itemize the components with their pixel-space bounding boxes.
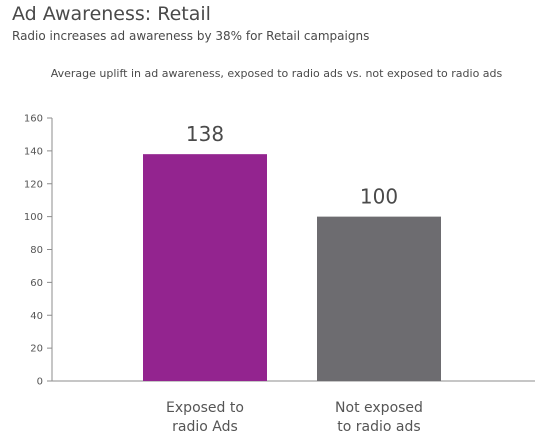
bar	[143, 154, 267, 381]
bar	[317, 216, 441, 381]
chart-title: Ad Awareness: Retail	[12, 3, 211, 25]
y-tick-label: 20	[30, 344, 43, 355]
x-category-label-line: Not exposed	[335, 400, 423, 416]
y-tick-label: 80	[30, 245, 43, 256]
y-tick-label: 120	[24, 179, 43, 190]
data-label: 138	[186, 122, 224, 146]
y-tick-label: 0	[37, 377, 43, 388]
y-tick-label: 140	[24, 146, 43, 157]
data-label: 100	[360, 185, 398, 209]
y-tick-label: 100	[24, 212, 43, 223]
y-tick-label: 40	[30, 311, 43, 322]
x-category-label-line: radio Ads	[172, 419, 238, 435]
y-tick-label: 160	[24, 114, 43, 125]
x-category-label-line: to radio ads	[337, 419, 420, 435]
chart-caption: Average uplift in ad awareness, exposed …	[50, 67, 503, 80]
x-category-label-line: Exposed to	[166, 400, 244, 416]
x-category-label: Exposed to radio Ads	[166, 400, 244, 435]
x-category-label: Not exposed to radio ads	[335, 400, 423, 435]
y-tick-label: 60	[30, 278, 43, 289]
chart-subtitle: Radio increases ad awareness by 38% for …	[12, 29, 370, 43]
